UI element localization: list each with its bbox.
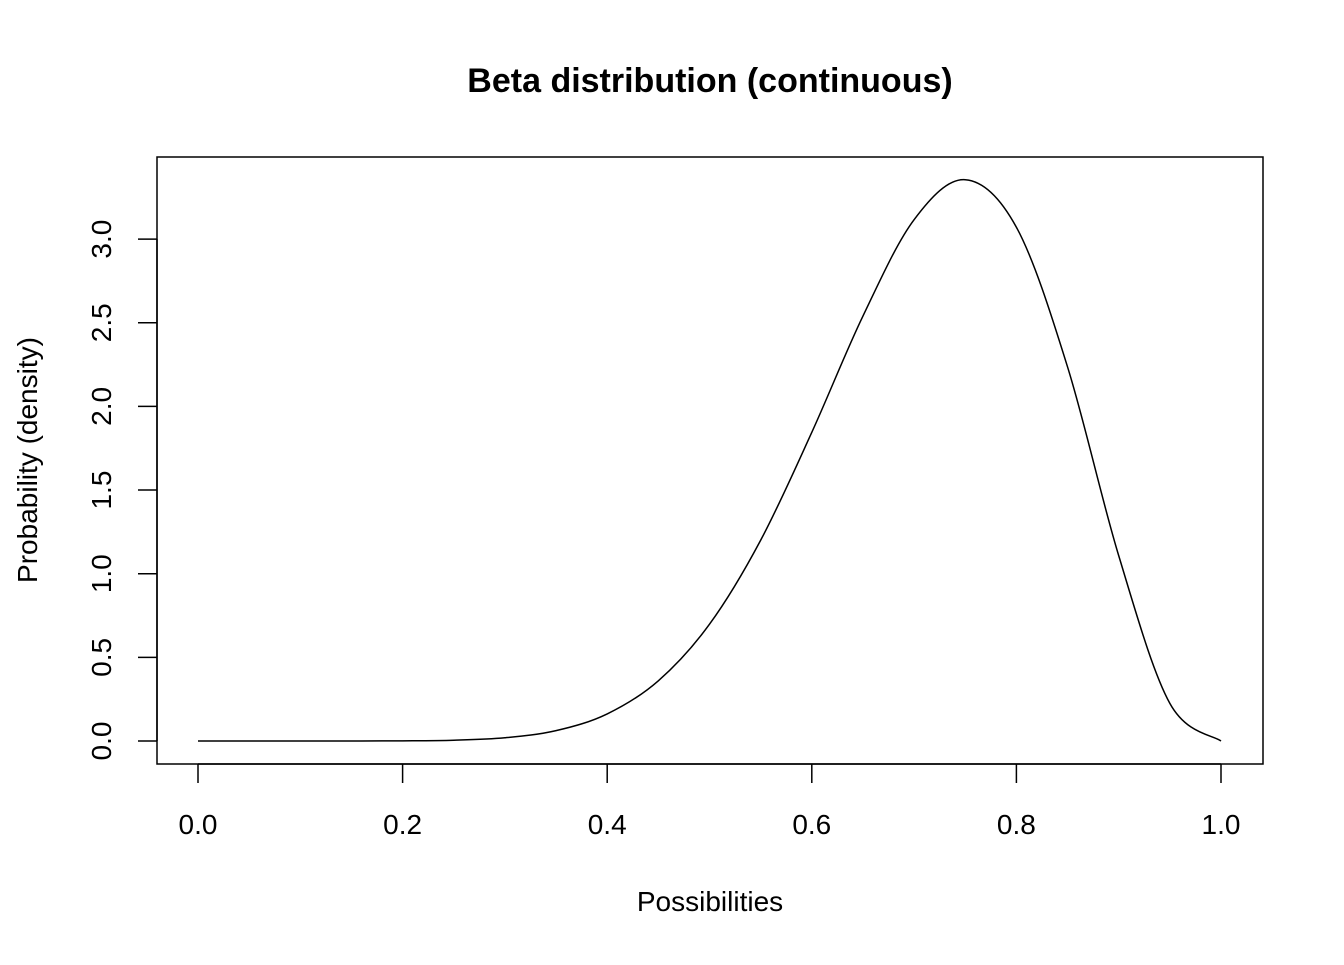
x-tick-label: 1.0 — [1202, 809, 1241, 840]
y-tick-label: 0.5 — [86, 638, 117, 677]
x-tick-label: 0.6 — [792, 809, 831, 840]
y-tick-label: 0.0 — [86, 722, 117, 761]
y-axis-label: Probability (density) — [12, 337, 43, 583]
x-tick-label: 0.4 — [588, 809, 627, 840]
chart-title: Beta distribution (continuous) — [467, 62, 952, 100]
y-tick-label: 2.5 — [86, 303, 117, 342]
y-tick-label: 3.0 — [86, 220, 117, 259]
x-axis: 0.0 0.2 0.4 0.6 0.8 1.0 — [179, 763, 1241, 840]
density-line — [198, 178, 1222, 742]
x-tick-label: 0.0 — [179, 809, 218, 840]
y-tick-label: 1.5 — [86, 471, 117, 510]
x-tick-label: 0.8 — [997, 809, 1036, 840]
y-tick-label: 1.0 — [86, 554, 117, 593]
x-axis-label: Possibilities — [637, 886, 783, 917]
y-axis: 0.0 0.5 1.0 1.5 2.0 2.5 3.0 — [86, 220, 158, 761]
y-tick-label: 2.0 — [86, 387, 117, 426]
x-tick-label: 0.2 — [383, 809, 422, 840]
plot-frame — [156, 156, 1264, 765]
